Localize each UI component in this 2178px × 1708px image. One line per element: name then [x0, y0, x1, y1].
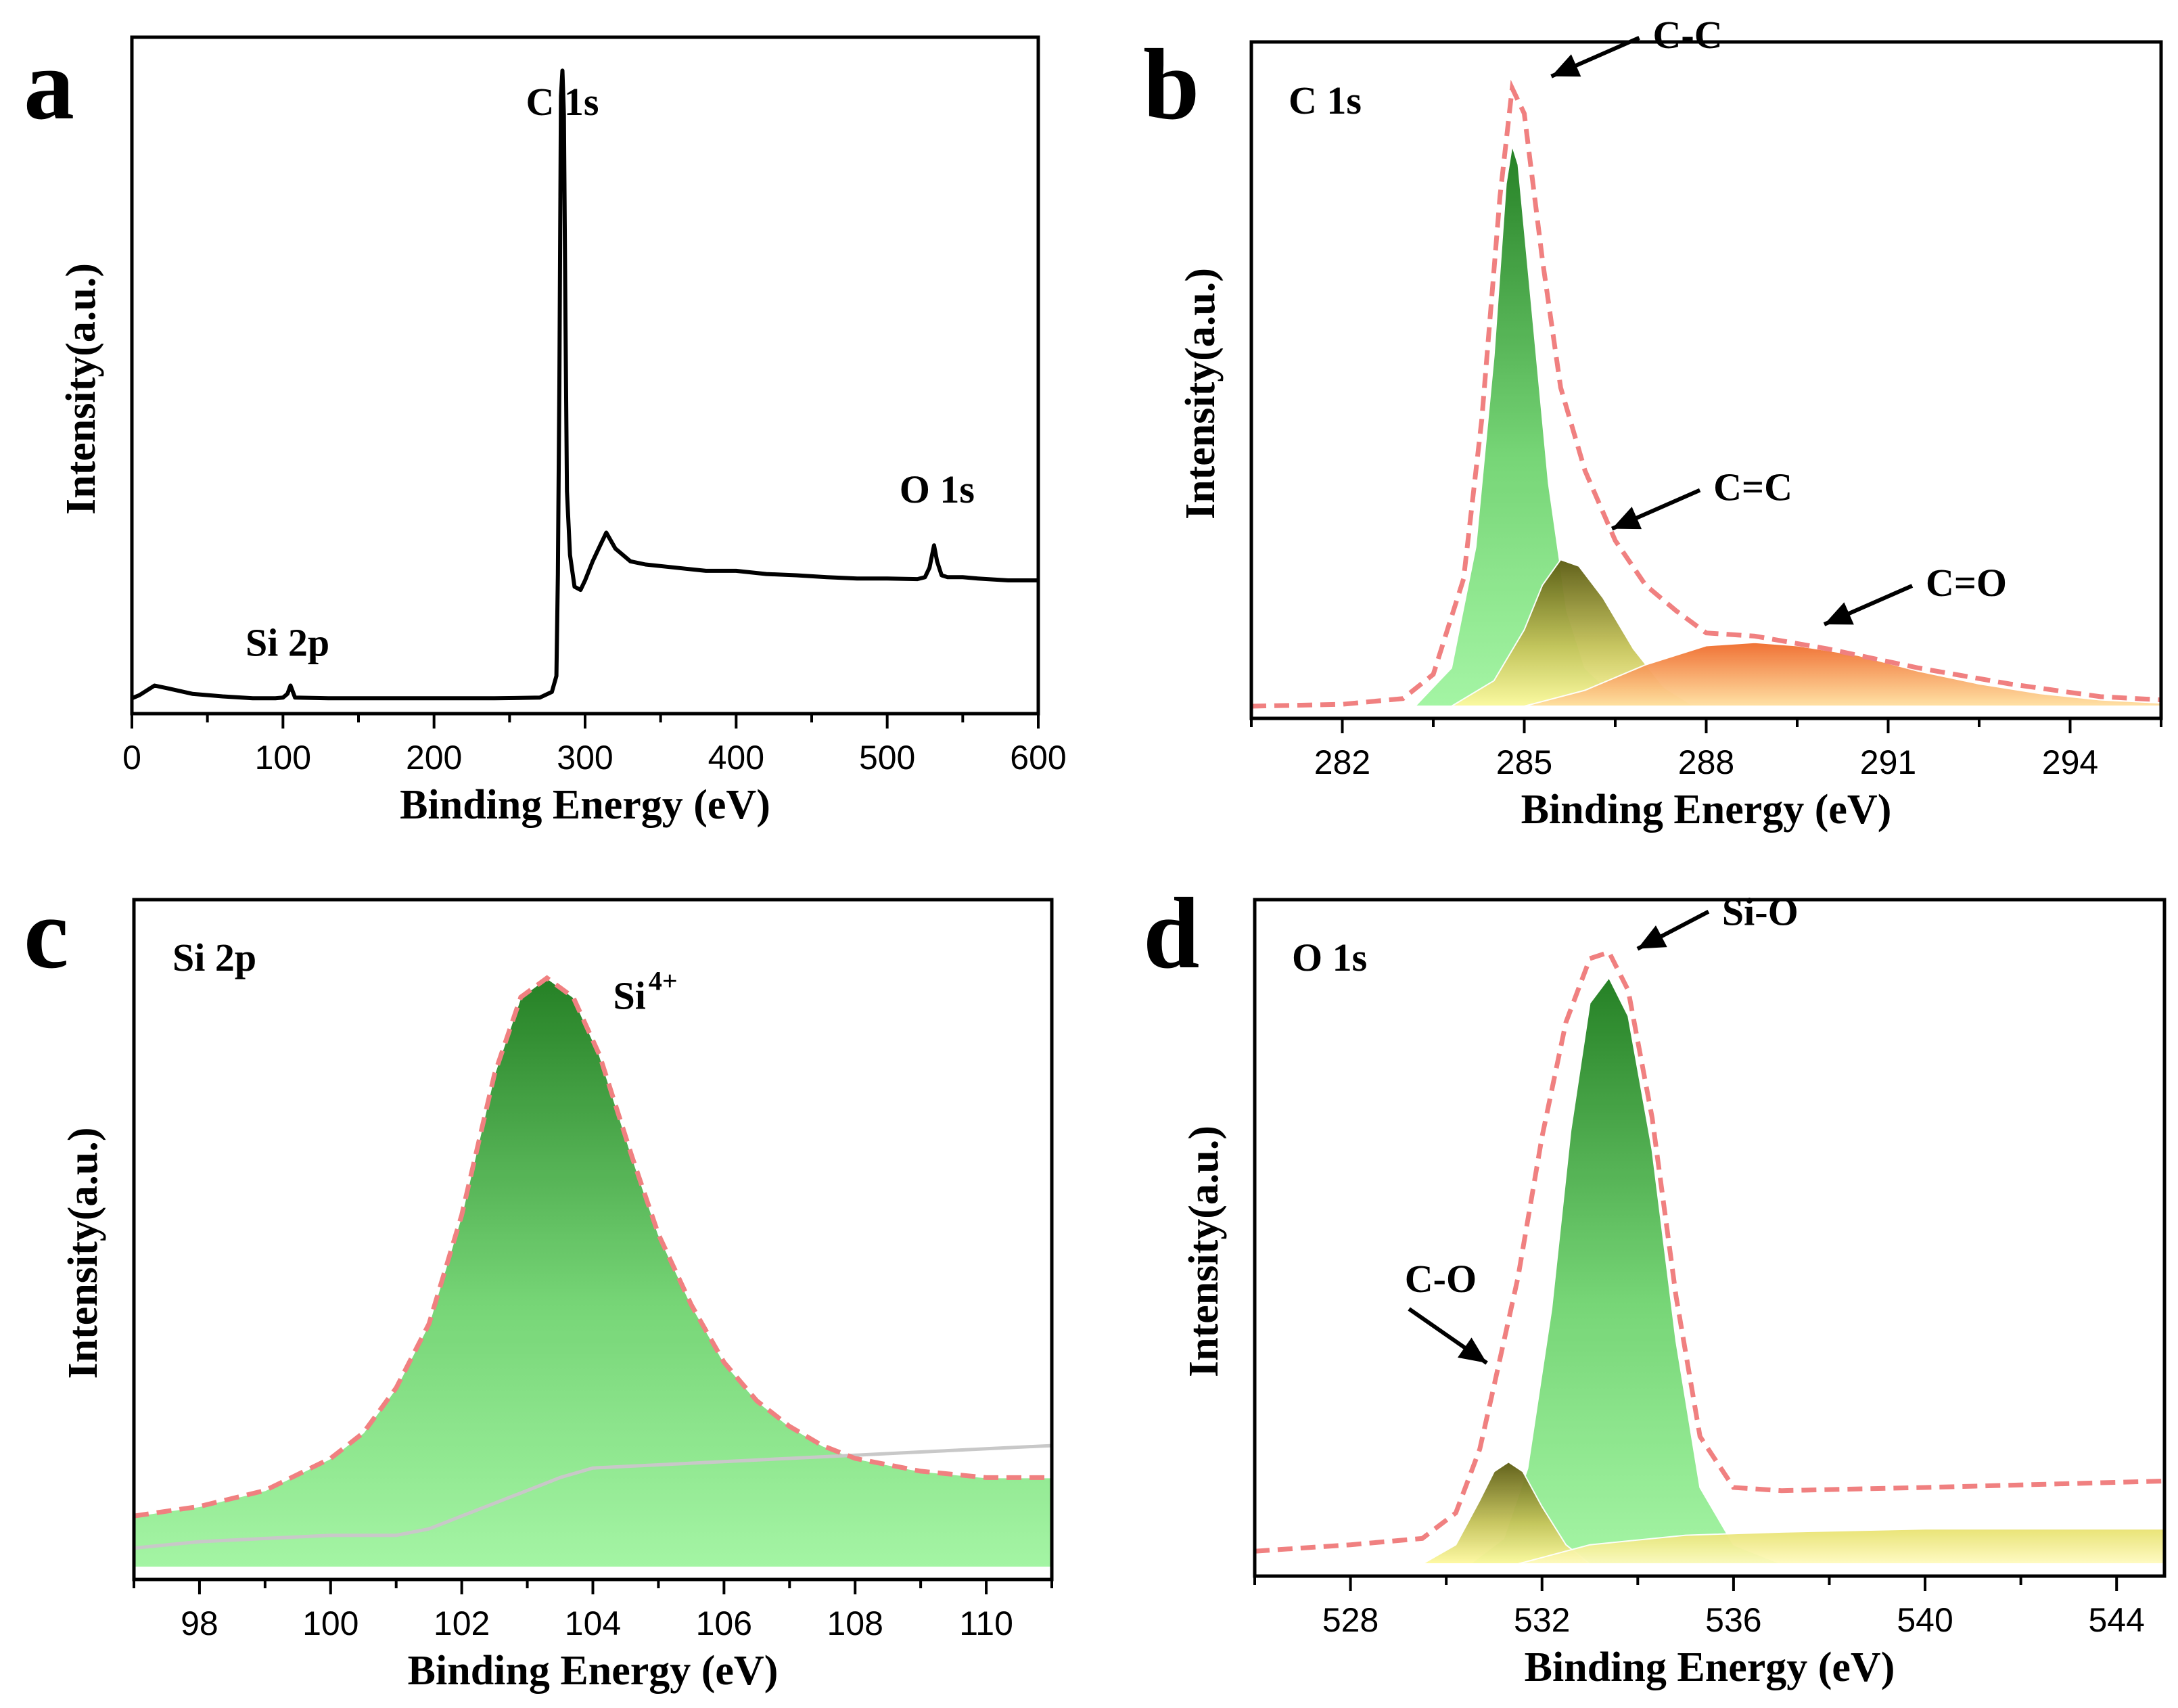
x-tick-label: 540 — [1897, 1601, 1953, 1639]
peak-label: Si-O — [1722, 890, 1799, 934]
x-tick-label: 600 — [1010, 739, 1066, 777]
x-axis-title: Binding Energy (eV) — [400, 782, 770, 828]
x-tick-label: 544 — [2088, 1601, 2144, 1639]
x-tick-label: 100 — [255, 739, 311, 777]
annotation-arrow-head — [1637, 925, 1667, 949]
peak-label: C-O — [1405, 1257, 1477, 1301]
panel-letter-c: c — [24, 877, 69, 990]
x-tick-label: 106 — [696, 1605, 752, 1642]
fit-envelope-line — [1251, 79, 2161, 709]
x-tick-label: 100 — [302, 1605, 358, 1642]
peak-label: C-C — [1653, 13, 1723, 57]
x-tick-label: 0 — [122, 739, 141, 777]
plot-frame-a — [130, 35, 1040, 716]
peak-area-tail — [1518, 1528, 2164, 1565]
x-tick-label: 500 — [859, 739, 915, 777]
x-tick-label: 291 — [1860, 743, 1916, 781]
x-tick-label: 102 — [434, 1605, 490, 1642]
annotation-arrow-head — [1612, 507, 1642, 530]
x-tick-label: 300 — [557, 739, 613, 777]
peak-label: Si 2p — [246, 620, 329, 664]
peak-label: C=C — [1713, 465, 1792, 509]
x-tick-label: 110 — [959, 1605, 1013, 1642]
panel-b: b 282 285 288 291 294 Binding Energy (eV) Inten… — [1143, 13, 2163, 833]
x-tick-label: 288 — [1678, 743, 1734, 781]
x-tick-label: 200 — [406, 739, 462, 777]
panel-c: c 98 100 102 104 106 108 110 Binding Energy (eV)… — [24, 877, 1054, 1694]
x-axis-title: Binding Energy (eV) — [408, 1648, 779, 1694]
panel-letter-a: a — [24, 28, 74, 141]
y-axis-title: Intensity(a.u.) — [1181, 1126, 1227, 1377]
y-axis-title: Intensity(a.u.) — [58, 263, 104, 515]
x-tick-label: 532 — [1514, 1601, 1570, 1639]
fit-envelope-line — [1255, 949, 2164, 1554]
plot-area-d — [1255, 949, 2164, 1565]
panel-title: O 1s — [1292, 936, 1367, 979]
annotation-arrow-head — [1824, 602, 1854, 625]
panel-title: Si 2p — [172, 936, 256, 979]
fit-envelope-line — [134, 975, 1052, 1519]
x-tick-label: 108 — [827, 1605, 883, 1642]
x-axis-title: Binding Energy (eV) — [1521, 787, 1892, 833]
peak-label: C 1s — [526, 80, 599, 124]
peak-label: C=O — [1926, 561, 2007, 605]
baseline-line — [134, 1444, 1052, 1550]
annotation-arrow-head — [1457, 1337, 1487, 1363]
x-tick-label: 400 — [708, 739, 764, 777]
plot-frame-d — [1253, 898, 2167, 1578]
peak-label-superscript: 4+ — [649, 966, 678, 996]
peak-label: Si — [613, 974, 646, 1018]
panel-letter-d: d — [1143, 877, 1199, 990]
x-tick-label: 282 — [1314, 743, 1370, 781]
series-line-series — [132, 68, 1038, 701]
peak-area-si4- — [134, 977, 1052, 1568]
annotation-arrow-head — [1551, 54, 1581, 77]
y-axis-title: Intensity(a.u.) — [1178, 268, 1224, 520]
panel-a: a 0 100 200 300 400 500 600 Binding Energy (eV) I… — [24, 28, 1067, 828]
plot-area-c — [134, 975, 1052, 1568]
x-tick-label: 104 — [565, 1605, 621, 1642]
x-axis-title: Binding Energy (eV) — [1525, 1644, 1895, 1690]
plot-area-b — [1251, 79, 2161, 709]
panel-letter-b: b — [1143, 28, 1199, 141]
x-tick-label: 294 — [2042, 743, 2098, 781]
x-tick-label: 98 — [181, 1605, 218, 1642]
panel-d: d 528 532 536 540 544 Binding Energy (eV) Inten… — [1143, 877, 2167, 1690]
plot-area-a — [132, 68, 1038, 701]
panel-title: C 1s — [1289, 78, 1362, 122]
x-tick-label: 285 — [1496, 743, 1552, 781]
peak-label: O 1s — [900, 467, 975, 511]
y-axis-title: Intensity(a.u.) — [60, 1127, 106, 1379]
x-tick-label: 536 — [1705, 1601, 1761, 1639]
plot-frame-b — [1249, 40, 2163, 720]
x-tick-label: 528 — [1322, 1601, 1378, 1639]
